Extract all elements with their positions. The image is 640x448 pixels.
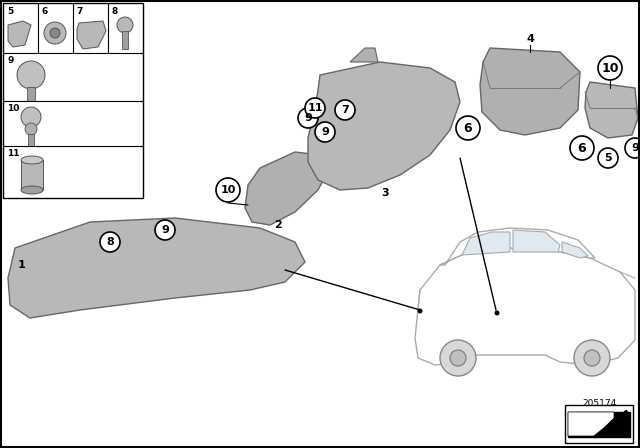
Circle shape bbox=[117, 17, 133, 33]
Text: 6: 6 bbox=[464, 121, 472, 134]
Circle shape bbox=[216, 178, 240, 202]
Text: 7: 7 bbox=[341, 105, 349, 115]
Circle shape bbox=[315, 122, 335, 142]
Polygon shape bbox=[440, 228, 595, 265]
Polygon shape bbox=[585, 82, 638, 138]
Bar bbox=[568, 412, 630, 437]
Polygon shape bbox=[350, 48, 378, 62]
Text: 10: 10 bbox=[220, 185, 236, 195]
Circle shape bbox=[625, 138, 640, 158]
Circle shape bbox=[21, 107, 41, 127]
Polygon shape bbox=[513, 230, 560, 252]
Circle shape bbox=[100, 232, 120, 252]
Polygon shape bbox=[568, 412, 614, 436]
Circle shape bbox=[50, 28, 60, 38]
Circle shape bbox=[17, 61, 45, 89]
Text: 11: 11 bbox=[307, 103, 323, 113]
Bar bbox=[21, 160, 43, 190]
Text: 7: 7 bbox=[76, 7, 83, 16]
Circle shape bbox=[417, 309, 422, 314]
Bar bbox=[565, 405, 633, 443]
Circle shape bbox=[574, 340, 610, 376]
Text: 11: 11 bbox=[7, 149, 19, 158]
Text: 3: 3 bbox=[381, 188, 389, 198]
Ellipse shape bbox=[21, 156, 43, 164]
Circle shape bbox=[440, 340, 476, 376]
Circle shape bbox=[44, 22, 66, 44]
Polygon shape bbox=[462, 232, 510, 255]
Bar bbox=[28, 134, 34, 146]
Circle shape bbox=[598, 56, 622, 80]
Circle shape bbox=[495, 310, 499, 315]
Text: 205174: 205174 bbox=[582, 399, 616, 408]
Circle shape bbox=[298, 108, 318, 128]
Circle shape bbox=[584, 350, 600, 366]
Text: 6: 6 bbox=[578, 142, 586, 155]
Ellipse shape bbox=[21, 186, 43, 194]
Text: 10: 10 bbox=[7, 104, 19, 113]
Text: 5: 5 bbox=[7, 7, 13, 16]
Text: 9: 9 bbox=[631, 143, 639, 153]
Polygon shape bbox=[415, 248, 635, 365]
Polygon shape bbox=[480, 48, 580, 135]
Polygon shape bbox=[8, 21, 31, 47]
Circle shape bbox=[305, 98, 325, 118]
Circle shape bbox=[155, 220, 175, 240]
Bar bbox=[3, 3, 143, 198]
Bar bbox=[27, 87, 35, 101]
Circle shape bbox=[598, 148, 618, 168]
Polygon shape bbox=[308, 62, 460, 190]
Polygon shape bbox=[562, 242, 588, 258]
Text: 9: 9 bbox=[304, 113, 312, 123]
Circle shape bbox=[25, 123, 37, 135]
Circle shape bbox=[570, 136, 594, 160]
Text: 8: 8 bbox=[111, 7, 117, 16]
Bar bbox=[122, 31, 128, 49]
Text: 9: 9 bbox=[161, 225, 169, 235]
Text: 10: 10 bbox=[601, 61, 619, 74]
Circle shape bbox=[450, 350, 466, 366]
Polygon shape bbox=[245, 152, 330, 225]
Circle shape bbox=[335, 100, 355, 120]
Polygon shape bbox=[77, 21, 106, 49]
Text: 4: 4 bbox=[526, 34, 534, 44]
Polygon shape bbox=[8, 218, 305, 318]
Text: 9: 9 bbox=[7, 56, 13, 65]
Text: 8: 8 bbox=[106, 237, 114, 247]
Text: 9: 9 bbox=[321, 127, 329, 137]
Text: 5: 5 bbox=[604, 153, 612, 163]
Text: 1: 1 bbox=[18, 260, 26, 270]
Text: 2: 2 bbox=[274, 220, 282, 230]
Circle shape bbox=[456, 116, 480, 140]
Text: 6: 6 bbox=[41, 7, 47, 16]
